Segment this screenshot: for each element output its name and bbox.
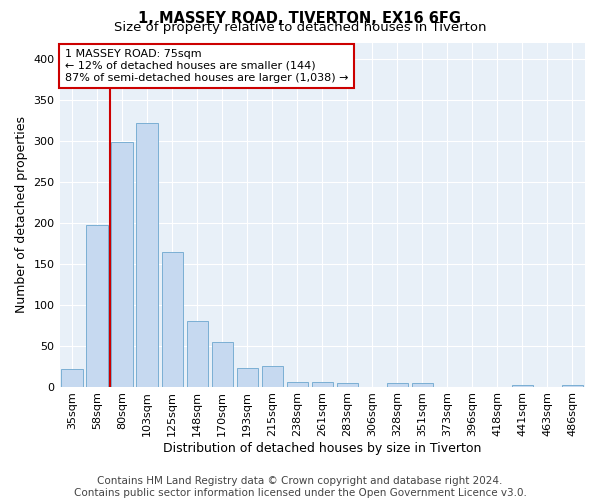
Bar [112, 142, 133, 386]
Bar [161, 252, 183, 386]
Y-axis label: Number of detached properties: Number of detached properties [15, 116, 28, 313]
Text: Size of property relative to detached houses in Tiverton: Size of property relative to detached ho… [114, 21, 486, 34]
Bar [136, 123, 158, 386]
Bar [311, 382, 333, 386]
Bar [387, 384, 408, 386]
Text: 1 MASSEY ROAD: 75sqm
← 12% of detached houses are smaller (144)
87% of semi-deta: 1 MASSEY ROAD: 75sqm ← 12% of detached h… [65, 50, 348, 82]
Bar [512, 385, 533, 386]
Bar [262, 366, 283, 386]
X-axis label: Distribution of detached houses by size in Tiverton: Distribution of detached houses by size … [163, 442, 481, 455]
Bar [337, 384, 358, 386]
Bar [61, 368, 83, 386]
Bar [236, 368, 258, 386]
Bar [86, 225, 108, 386]
Text: 1, MASSEY ROAD, TIVERTON, EX16 6FG: 1, MASSEY ROAD, TIVERTON, EX16 6FG [139, 11, 461, 26]
Bar [187, 321, 208, 386]
Bar [287, 382, 308, 386]
Bar [412, 384, 433, 386]
Bar [212, 342, 233, 386]
Bar [562, 385, 583, 386]
Text: Contains HM Land Registry data © Crown copyright and database right 2024.
Contai: Contains HM Land Registry data © Crown c… [74, 476, 526, 498]
